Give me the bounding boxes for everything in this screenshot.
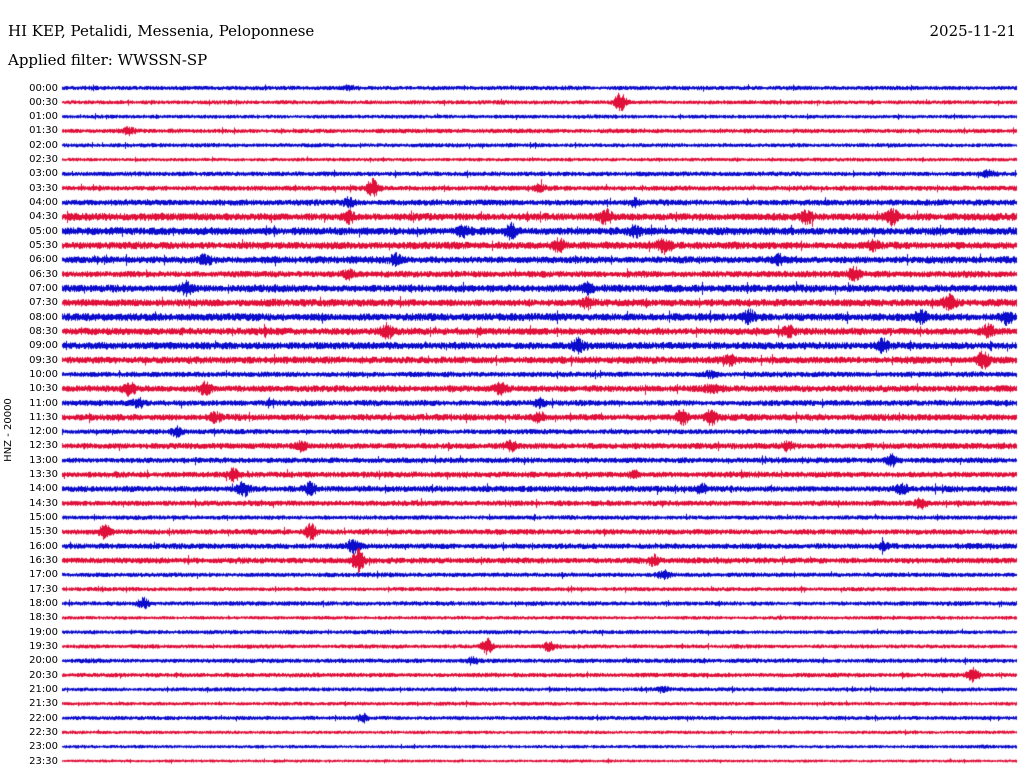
time-label: 17:00 xyxy=(29,569,58,581)
time-label: 09:00 xyxy=(29,340,58,352)
time-label: 04:00 xyxy=(29,197,58,209)
time-label: 19:00 xyxy=(29,626,58,638)
time-label: 11:30 xyxy=(29,411,58,423)
time-label: 19:30 xyxy=(29,640,58,652)
time-label: 18:30 xyxy=(29,612,58,624)
time-label: 16:30 xyxy=(29,555,58,567)
time-label: 17:30 xyxy=(29,583,58,595)
time-label: 21:30 xyxy=(29,698,58,710)
time-label: 03:30 xyxy=(29,182,58,194)
time-label: 01:30 xyxy=(29,125,58,137)
time-label: 13:30 xyxy=(29,469,58,481)
time-label: 14:30 xyxy=(29,497,58,509)
time-label: 22:00 xyxy=(29,712,58,724)
time-label: 13:00 xyxy=(29,454,58,466)
station-title: HI KEP, Petalidi, Messenia, Peloponnese xyxy=(8,22,315,40)
time-label: 20:00 xyxy=(29,655,58,667)
time-label: 15:00 xyxy=(29,512,58,524)
time-label: 01:00 xyxy=(29,111,58,123)
time-label: 12:00 xyxy=(29,426,58,438)
time-label: 00:30 xyxy=(29,96,58,108)
time-label: 06:30 xyxy=(29,268,58,280)
time-label: 00:00 xyxy=(29,82,58,94)
filter-label: Applied filter: WWSSN-SP xyxy=(8,51,208,69)
time-label: 16:00 xyxy=(29,540,58,552)
time-label: 22:30 xyxy=(29,726,58,738)
time-label: 14:00 xyxy=(29,483,58,495)
date-label: 2025-11-21 xyxy=(929,22,1016,40)
time-label: 02:00 xyxy=(29,139,58,151)
time-label: 23:30 xyxy=(29,755,58,767)
time-label: 09:30 xyxy=(29,354,58,366)
time-label: 08:00 xyxy=(29,311,58,323)
time-label: 02:30 xyxy=(29,154,58,166)
time-label: 07:00 xyxy=(29,282,58,294)
time-label: 10:00 xyxy=(29,368,58,380)
time-label: 20:30 xyxy=(29,669,58,681)
time-label: 04:30 xyxy=(29,211,58,223)
time-label: 18:00 xyxy=(29,597,58,609)
time-label: 21:00 xyxy=(29,683,58,695)
time-label: 05:30 xyxy=(29,240,58,251)
time-label: 12:30 xyxy=(29,440,58,452)
time-label: 23:00 xyxy=(29,741,58,753)
time-label: 03:00 xyxy=(29,168,58,180)
time-label: 07:30 xyxy=(29,297,58,309)
time-label: 05:00 xyxy=(29,225,58,237)
time-label: 08:30 xyxy=(29,325,58,337)
time-label: 06:00 xyxy=(29,254,58,266)
time-label: 15:30 xyxy=(29,526,58,538)
time-label: 10:30 xyxy=(29,383,58,395)
time-label: 11:00 xyxy=(29,397,58,409)
